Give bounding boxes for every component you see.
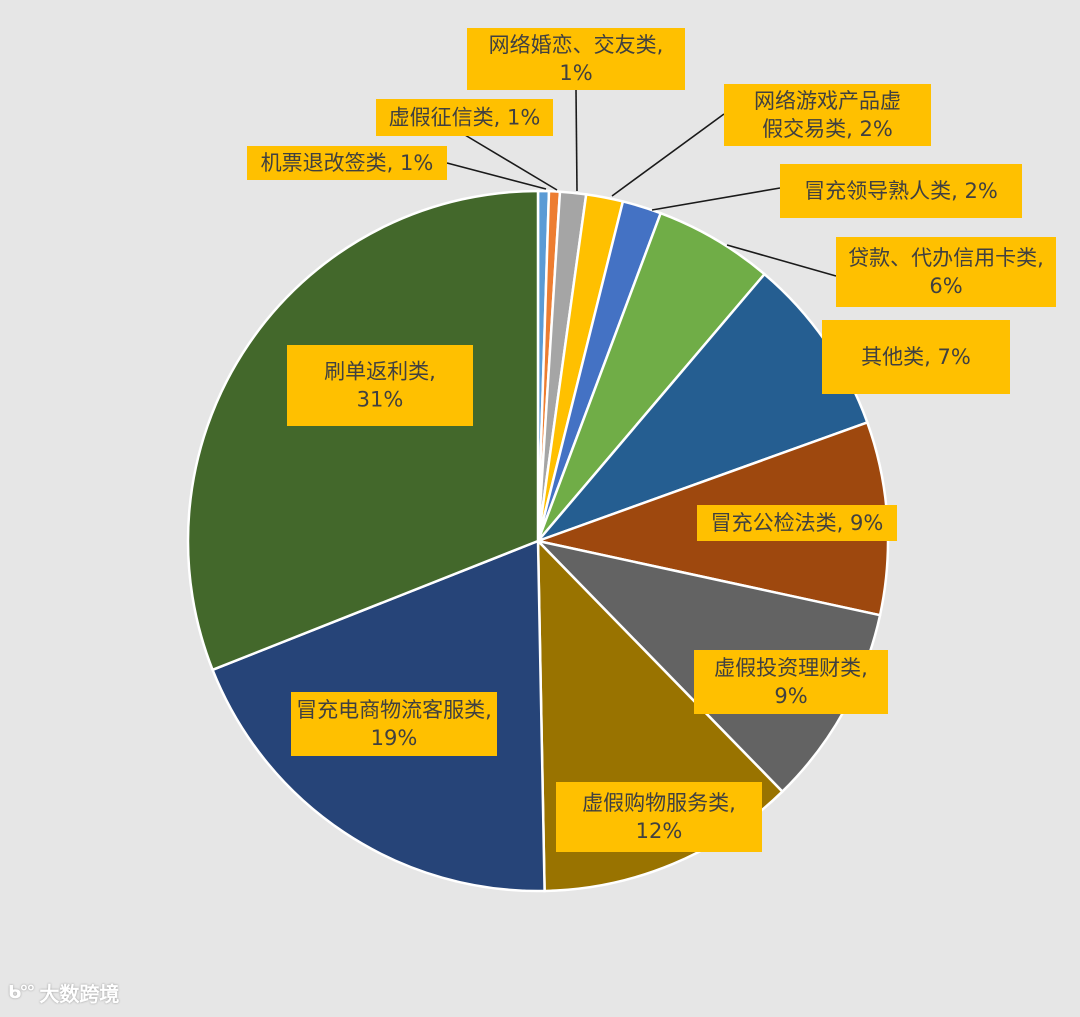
label-box bbox=[556, 782, 762, 852]
data-label-line: 机票退改签类, 1% bbox=[261, 151, 434, 175]
data-label-line: 网络游戏产品虚 bbox=[754, 89, 901, 113]
slice-label: 冒充领导熟人类, 2% bbox=[651, 164, 1022, 218]
slice-label: 贷款、代办信用卡类, 6% bbox=[726, 237, 1056, 307]
slice-label: 刷单返利类, 31% bbox=[287, 345, 473, 426]
label-box bbox=[287, 345, 473, 426]
data-label: 冒充领导熟人类, 2% bbox=[804, 179, 998, 203]
leader-line bbox=[575, 89, 578, 192]
data-label: 冒充公检法类, 9% bbox=[711, 511, 884, 535]
data-label-line: 31% bbox=[357, 388, 404, 412]
slice-label: 虚假投资理财类, 9% bbox=[694, 650, 888, 714]
data-label-line: 冒充电商物流客服类, bbox=[296, 698, 492, 722]
data-label-line: 网络婚恋、交友类, bbox=[489, 33, 664, 57]
data-label-line: 虚假征信类, 1% bbox=[389, 106, 541, 130]
data-label-line: 12% bbox=[636, 819, 683, 843]
leader-line bbox=[726, 244, 837, 277]
label-box bbox=[836, 237, 1056, 307]
leader-line bbox=[446, 162, 547, 190]
pie-labels: 机票退改签类, 1% 虚假征信类, 1% 网络婚恋、交友类, 1% 网络游戏产品虚假交易… bbox=[247, 28, 1056, 852]
label-box bbox=[291, 692, 497, 756]
label-box bbox=[376, 99, 553, 136]
pie-slices bbox=[186, 189, 890, 893]
label-box bbox=[694, 650, 888, 714]
data-label-line: 假交易类, 2% bbox=[762, 117, 893, 141]
data-label: 虚假投资理财类, 9% bbox=[714, 656, 868, 708]
watermark: ᑲ°° 大数跨境 bbox=[8, 978, 119, 1007]
data-label-line: 虚假投资理财类, bbox=[714, 656, 868, 680]
slice-label: 虚假征信类, 1% bbox=[376, 99, 558, 191]
watermark-text: 大数跨境 bbox=[39, 982, 120, 1006]
data-label: 网络游戏产品虚假交易类, 2% bbox=[754, 89, 901, 141]
data-label: 虚假征信类, 1% bbox=[389, 106, 541, 130]
data-label-line: 9% bbox=[774, 684, 807, 708]
watermark-logo-icon: ᑲ°° bbox=[8, 982, 35, 1003]
data-label-line: 冒充领导熟人类, 2% bbox=[804, 179, 998, 203]
data-label: 贷款、代办信用卡类, 6% bbox=[848, 246, 1044, 298]
slice-label: 冒充公检法类, 9% bbox=[697, 505, 897, 541]
label-box bbox=[467, 28, 685, 90]
slice-label: 虚假购物服务类, 12% bbox=[556, 782, 762, 852]
data-label-line: 1% bbox=[559, 61, 592, 85]
data-label: 虚假购物服务类, 12% bbox=[582, 791, 736, 843]
leader-line bbox=[651, 187, 781, 211]
data-label-line: 刷单返利类, bbox=[324, 360, 436, 384]
data-label: 冒充电商物流客服类, 19% bbox=[296, 698, 492, 750]
slice-label: 机票退改签类, 1% bbox=[247, 146, 547, 190]
leader-line bbox=[611, 113, 725, 197]
label-box bbox=[780, 164, 1022, 218]
slice-label: 其他类, 7% bbox=[822, 320, 1010, 394]
data-label: 机票退改签类, 1% bbox=[261, 151, 434, 175]
leader-line bbox=[464, 134, 558, 191]
data-label: 其他类, 7% bbox=[861, 345, 971, 369]
data-label-line: 19% bbox=[371, 726, 418, 750]
label-box bbox=[724, 84, 931, 146]
slice-label: 网络游戏产品虚假交易类, 2% bbox=[611, 84, 931, 197]
slice-label: 冒充电商物流客服类, 19% bbox=[291, 692, 497, 756]
data-label: 刷单返利类, 31% bbox=[324, 360, 436, 412]
label-box bbox=[247, 146, 447, 180]
label-box bbox=[697, 505, 897, 541]
data-label-line: 其他类, 7% bbox=[861, 345, 971, 369]
data-label: 网络婚恋、交友类, 1% bbox=[489, 33, 664, 85]
data-label-line: 6% bbox=[929, 274, 962, 298]
label-box bbox=[822, 320, 1010, 394]
slice-label: 网络婚恋、交友类, 1% bbox=[467, 28, 685, 192]
pie-slice bbox=[186, 189, 540, 672]
data-label-line: 贷款、代办信用卡类, bbox=[848, 246, 1044, 270]
data-label-line: 冒充公检法类, 9% bbox=[711, 511, 884, 535]
data-label-line: 虚假购物服务类, bbox=[582, 791, 736, 815]
